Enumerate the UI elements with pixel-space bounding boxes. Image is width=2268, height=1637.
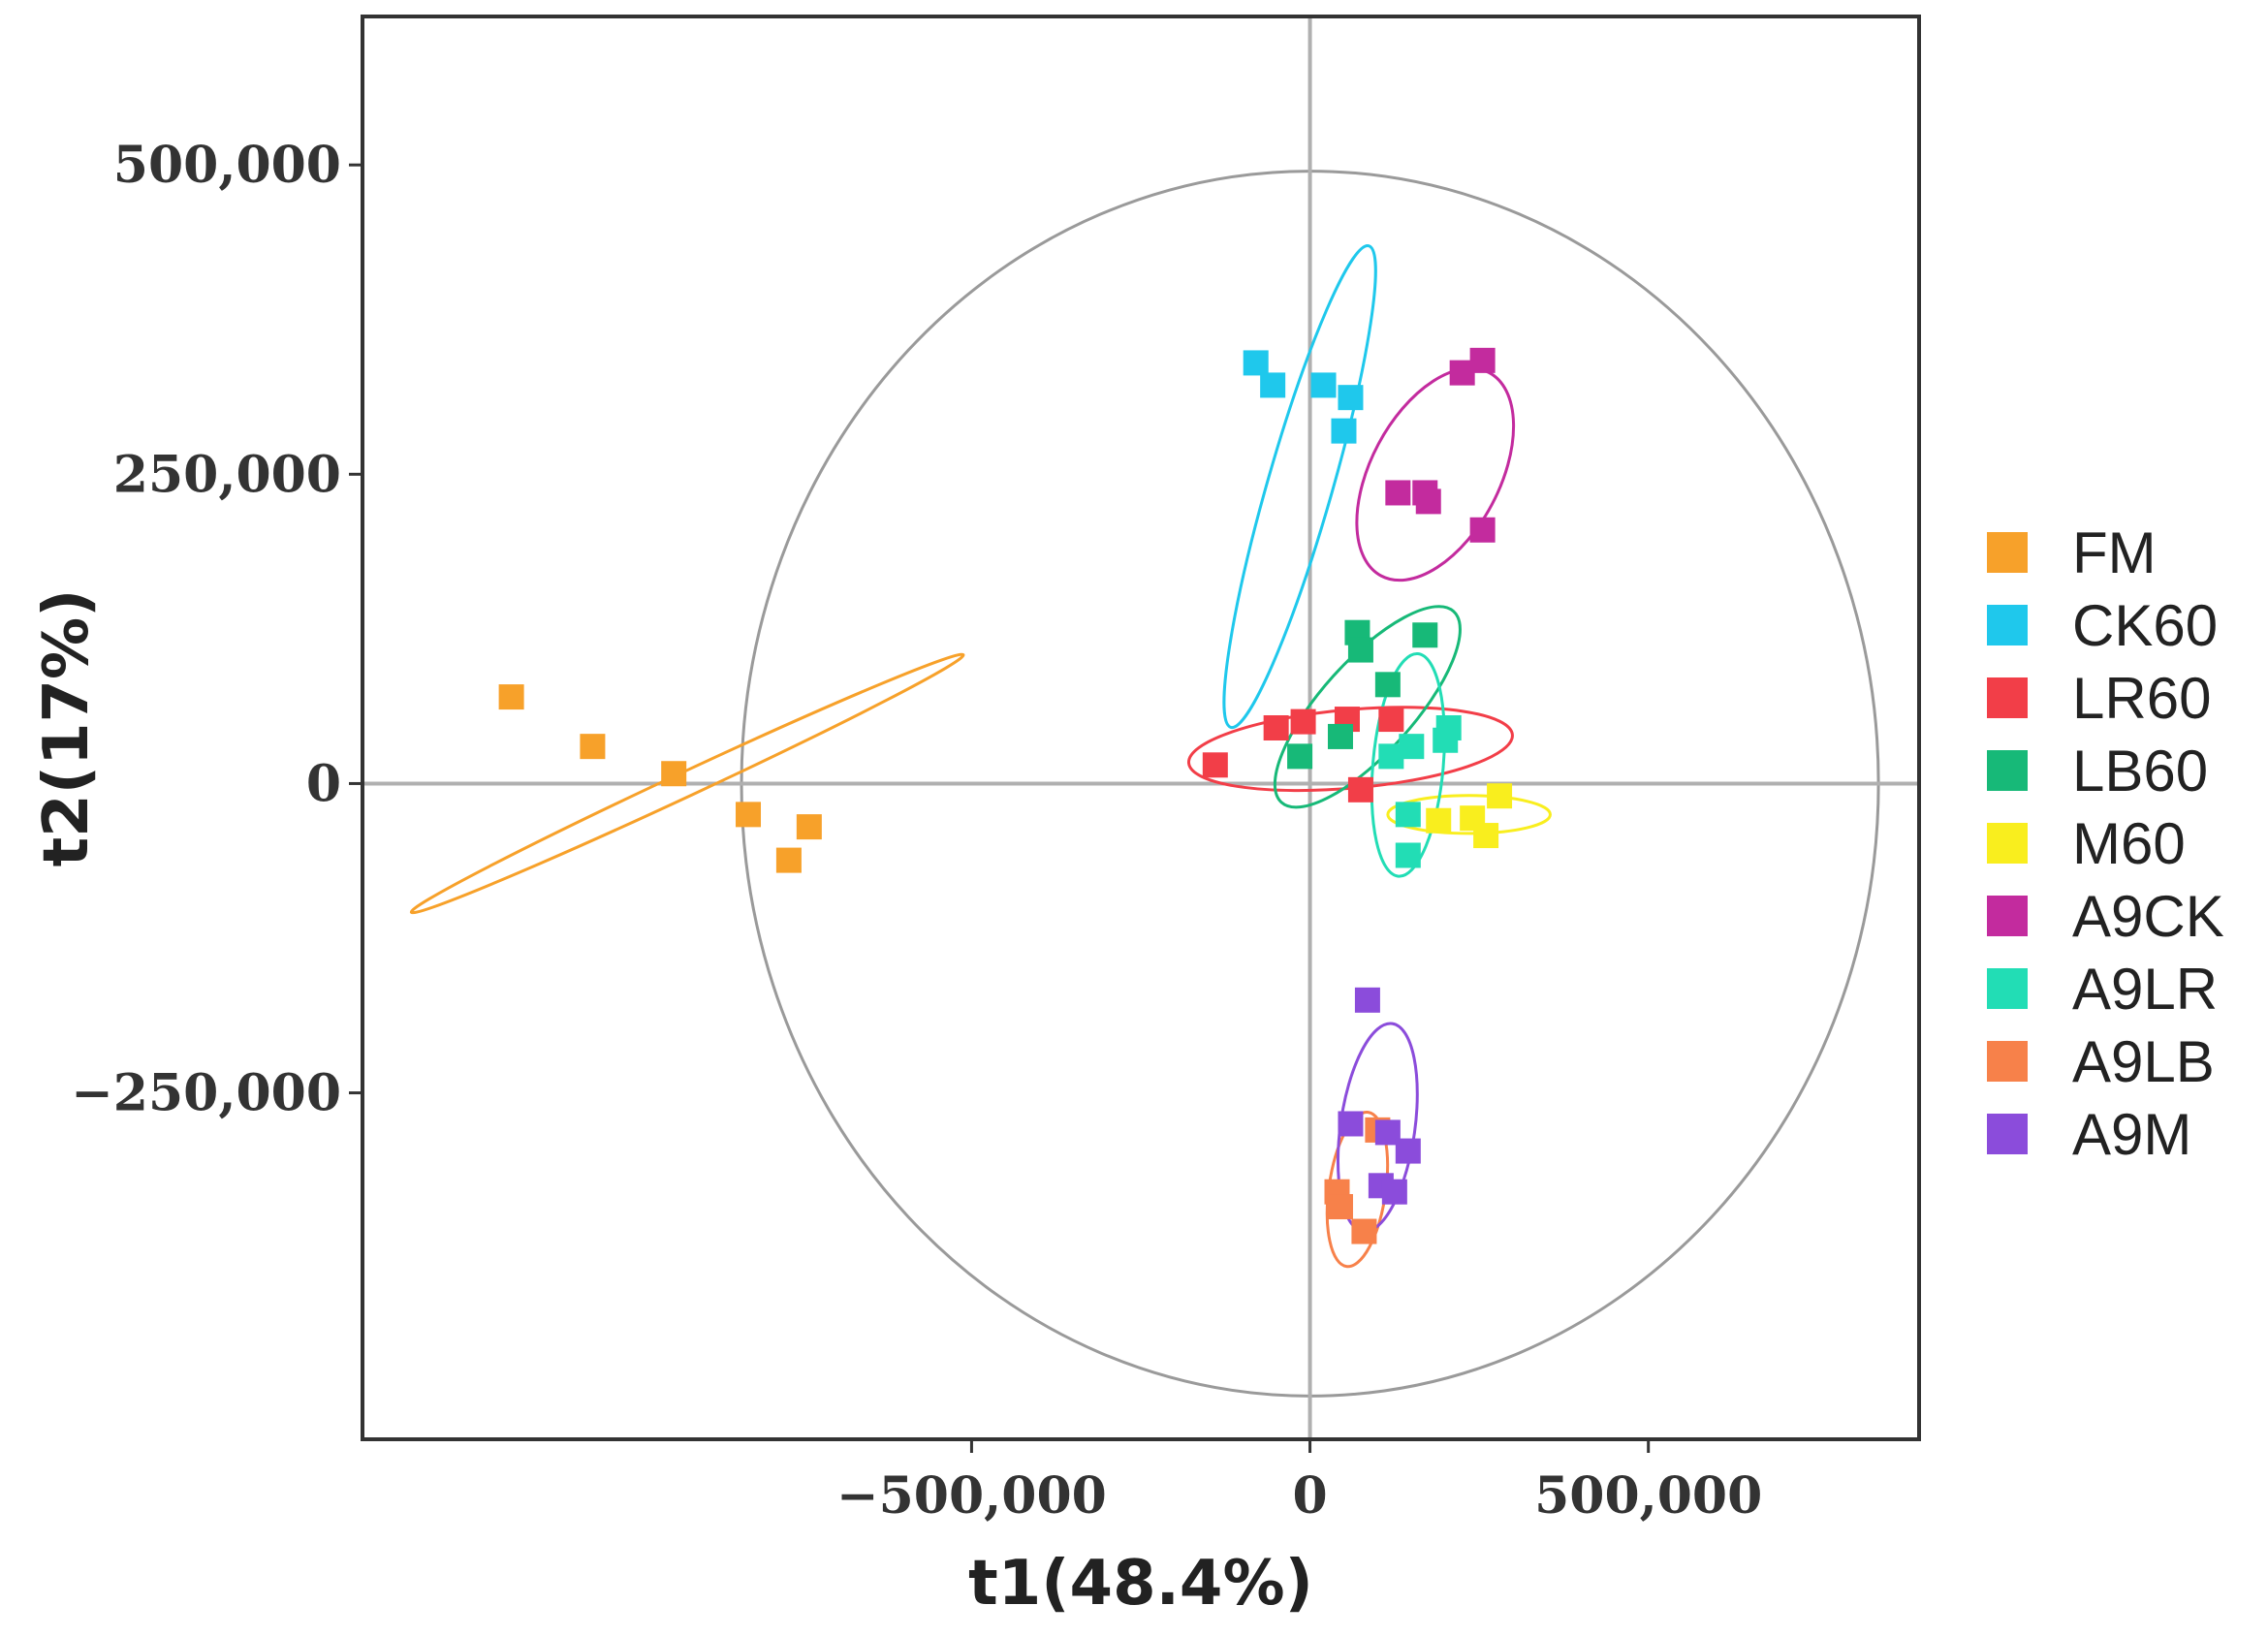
legend-label-m60: M60 bbox=[2072, 811, 2186, 876]
legend-label-a9m: A9M bbox=[2072, 1102, 2191, 1167]
point-m60 bbox=[1426, 807, 1452, 834]
point-a9lb bbox=[1327, 1194, 1353, 1220]
point-a9lb bbox=[1351, 1218, 1377, 1244]
y-tick-label: 500,000 bbox=[113, 136, 341, 195]
legend-label-lb60: LB60 bbox=[2072, 739, 2208, 803]
point-lr60 bbox=[1263, 715, 1289, 740]
legend-swatch-fm bbox=[1987, 532, 2028, 573]
legend-swatch-a9lr bbox=[1987, 968, 2028, 1009]
point-a9ck bbox=[1385, 480, 1411, 506]
point-a9lr bbox=[1378, 743, 1404, 770]
point-m60 bbox=[1473, 823, 1499, 849]
point-a9lr bbox=[1395, 842, 1421, 868]
point-fm bbox=[736, 802, 762, 828]
point-lr60 bbox=[1202, 752, 1228, 778]
point-ck60 bbox=[1310, 372, 1337, 398]
legend-label-fm: FM bbox=[2072, 520, 2157, 585]
legend-swatch-ck60 bbox=[1987, 605, 2028, 645]
point-lr60 bbox=[1290, 708, 1316, 735]
point-lr60 bbox=[1347, 776, 1373, 803]
point-a9m bbox=[1354, 987, 1380, 1013]
y-tick-label: −250,000 bbox=[71, 1064, 341, 1123]
point-ck60 bbox=[1260, 372, 1286, 398]
plot-frame bbox=[361, 15, 1921, 1441]
ellipse-m60 bbox=[1386, 794, 1552, 835]
legend: FM CK60 LR60 LB60 M60 A9CK A9LR A9LB A9M bbox=[1987, 520, 2224, 1167]
legend-swatch-m60 bbox=[1987, 823, 2028, 864]
legend-swatch-lb60 bbox=[1987, 750, 2028, 791]
x-axis-title: t1(48.4%) bbox=[968, 1548, 1313, 1620]
point-lb60 bbox=[1374, 672, 1401, 698]
point-a9ck bbox=[1449, 360, 1475, 386]
y-tick-label: 250,000 bbox=[113, 445, 341, 504]
point-a9lr bbox=[1395, 802, 1421, 828]
point-fm bbox=[498, 684, 524, 710]
legend-swatch-lr60 bbox=[1987, 677, 2028, 718]
x-tick-label: 500,000 bbox=[1534, 1466, 1762, 1526]
legend-swatch-a9m bbox=[1987, 1114, 2028, 1154]
y-tick-label: 0 bbox=[306, 754, 341, 813]
axis-layer: −500,000 0 500,000 500,000 250,000 0 −250,000 bbox=[71, 136, 1762, 1526]
ellipse-a9lr bbox=[1370, 651, 1446, 878]
point-a9m bbox=[1395, 1138, 1421, 1164]
legend-swatch-a9lb bbox=[1987, 1041, 2028, 1082]
point-a9lr bbox=[1433, 727, 1459, 753]
point-ck60 bbox=[1338, 385, 1364, 411]
point-lb60 bbox=[1412, 622, 1438, 648]
legend-label-lr60: LR60 bbox=[2072, 666, 2211, 731]
x-tick-label: 0 bbox=[1292, 1466, 1327, 1526]
point-fm bbox=[775, 847, 802, 873]
point-ck60 bbox=[1331, 418, 1357, 444]
point-layer bbox=[498, 347, 1513, 1244]
point-lb60 bbox=[1327, 723, 1353, 749]
legend-label-ck60: CK60 bbox=[2072, 593, 2218, 658]
legend-swatch-a9ck bbox=[1987, 896, 2028, 936]
ellipse-a9ck bbox=[1355, 366, 1516, 582]
point-m60 bbox=[1487, 783, 1513, 809]
point-lb60 bbox=[1287, 743, 1313, 770]
point-fm bbox=[580, 734, 606, 760]
point-a9ck bbox=[1469, 517, 1496, 543]
point-a9m bbox=[1381, 1179, 1407, 1205]
point-a9m bbox=[1338, 1111, 1364, 1137]
legend-label-a9lr: A9LR bbox=[2072, 957, 2218, 1022]
point-lb60 bbox=[1347, 637, 1373, 663]
ellipse-ck60 bbox=[1222, 244, 1377, 730]
legend-label-a9ck: A9CK bbox=[2072, 884, 2224, 949]
x-tick-label: −500,000 bbox=[836, 1466, 1107, 1526]
point-ck60 bbox=[1243, 350, 1269, 376]
point-fm bbox=[661, 761, 687, 787]
y-axis-title: t2(17%) bbox=[31, 589, 103, 867]
point-lr60 bbox=[1378, 707, 1404, 733]
zero-lines bbox=[362, 16, 1919, 1439]
point-fm bbox=[796, 814, 822, 840]
point-a9ck bbox=[1415, 488, 1441, 515]
legend-label-a9lb: A9LB bbox=[2072, 1029, 2215, 1094]
